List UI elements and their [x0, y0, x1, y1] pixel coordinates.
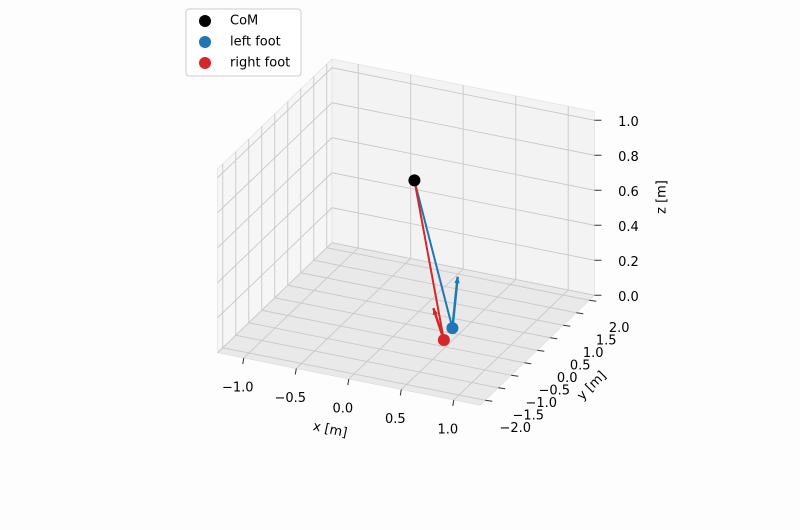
grid-line	[248, 322, 512, 376]
arrow-shaft	[451, 276, 459, 329]
legend-marker	[199, 15, 211, 27]
y-tick	[550, 337, 558, 340]
y-tick	[576, 312, 584, 315]
grid-line	[261, 309, 525, 364]
grid-line	[331, 67, 595, 121]
y-tick	[511, 374, 519, 377]
grid-line	[313, 259, 577, 314]
y-tick	[563, 324, 571, 327]
grid-line	[222, 347, 486, 401]
z-tick-label: 0.4	[618, 220, 639, 235]
x-tick-label: −0.5	[275, 391, 307, 406]
grid-line	[217, 137, 333, 249]
legend-box	[185, 8, 302, 77]
grid-line	[287, 284, 551, 339]
grid-line	[217, 242, 333, 354]
legend-label: left foot	[230, 35, 281, 50]
y-tick-label: 0.0	[557, 371, 578, 386]
y-tick-label: −1.5	[512, 408, 544, 423]
z-tick-label: 0.6	[618, 185, 639, 200]
y-tick	[524, 362, 532, 365]
grid-line	[331, 172, 595, 226]
x-tick	[242, 357, 245, 365]
leg-line	[413, 180, 445, 341]
grid-line	[331, 207, 595, 261]
y-tick	[498, 387, 506, 390]
point	[446, 322, 459, 335]
x-tick-label: −1.0	[222, 381, 254, 396]
legend-label: CoM	[230, 14, 258, 29]
x-tick	[452, 399, 455, 407]
y-tick-label: 1.0	[583, 346, 604, 361]
y-tick	[485, 399, 493, 402]
x-tick-label: 1.0	[437, 423, 458, 438]
z-tick-label: 0.0	[618, 290, 639, 305]
grid-line	[331, 102, 595, 156]
grid-line	[331, 242, 595, 296]
grid-line	[300, 272, 564, 326]
y-tick-label: −2.0	[499, 421, 531, 436]
z-tick-label: 0.8	[618, 150, 639, 165]
grid-line	[331, 137, 595, 191]
grid-line	[217, 172, 333, 284]
x-tick	[347, 378, 350, 386]
y-tick	[589, 299, 597, 302]
grid-line	[274, 297, 538, 351]
plot-area: −1.0−0.50.00.51.0 −2.0−1.5−1.0−0.50.00.51…	[222, 115, 639, 438]
y-tick-label: 0.5	[570, 358, 591, 373]
x-tick	[294, 368, 297, 375]
force-arrow	[451, 276, 460, 329]
grid-line	[326, 247, 590, 301]
y-tick-label: −0.5	[538, 383, 570, 398]
y-tick-label: 2.0	[609, 321, 630, 336]
z-tick-label: 0.2	[618, 255, 639, 270]
y-axis-label: y [m]	[574, 368, 609, 403]
legend-marker	[199, 36, 211, 48]
arrow-head	[432, 308, 438, 316]
x-axis-label: x [m]	[311, 419, 348, 441]
panes	[216, 58, 596, 406]
x-tick-label: 0.0	[332, 402, 353, 417]
point	[408, 174, 421, 187]
leg-line	[413, 180, 454, 329]
z-axis-label: z [m]	[655, 180, 670, 214]
y-tick-label: 1.5	[596, 333, 617, 348]
grid-line	[235, 334, 499, 389]
legend: CoM left foot right foot	[199, 14, 290, 71]
legend-label: right foot	[230, 56, 290, 71]
grid-line	[217, 102, 333, 214]
y-tick-label: −1.0	[525, 396, 557, 411]
x-tick-label: 0.5	[385, 412, 406, 427]
legend-marker	[199, 57, 211, 69]
z-tick-label: 1.0	[618, 115, 639, 130]
arrow-head	[454, 276, 460, 284]
grid-line	[217, 207, 333, 319]
x-tick	[399, 389, 402, 396]
point	[437, 334, 450, 347]
grid-line	[217, 67, 333, 179]
y-tick	[537, 349, 545, 352]
